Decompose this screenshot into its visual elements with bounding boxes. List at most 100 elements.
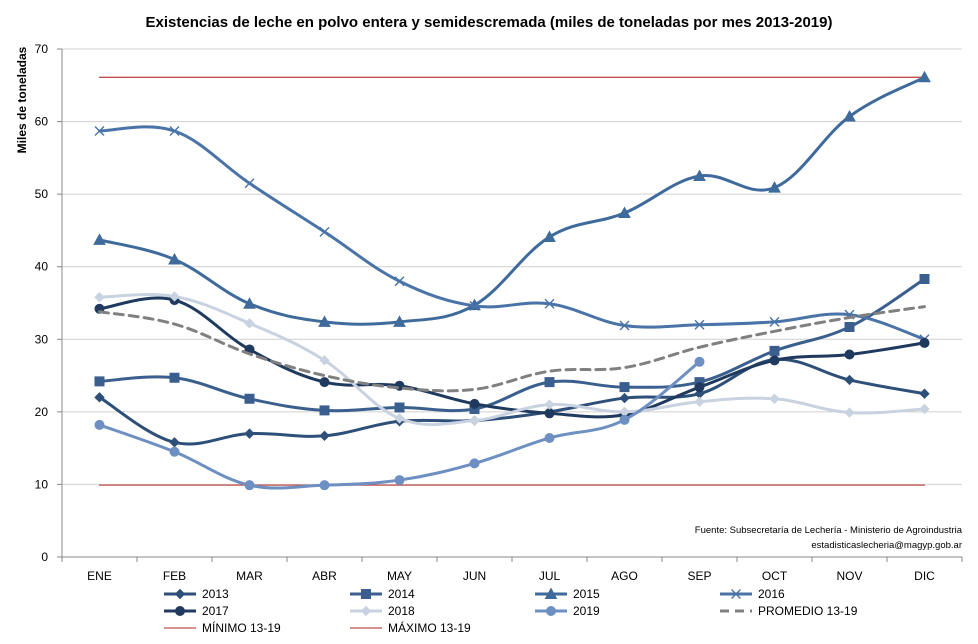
y-tick-label: 70 — [35, 42, 49, 56]
data-point — [619, 382, 630, 393]
data-point — [394, 413, 405, 424]
data-point — [469, 398, 480, 409]
y-tick-label: 50 — [35, 187, 49, 201]
legend-item: 2015 — [535, 587, 600, 601]
legend-label: 2016 — [758, 587, 785, 601]
data-point — [769, 345, 780, 356]
data-point — [544, 377, 555, 388]
legend-label: MÁXIMO 13-19 — [388, 620, 471, 635]
data-point — [319, 226, 330, 237]
chart-title: Existencias de leche en polvo entera y s… — [146, 14, 833, 31]
data-point — [544, 399, 555, 410]
series-line — [98, 296, 926, 419]
data-point — [469, 458, 480, 469]
x-tick-label: NOV — [836, 569, 862, 583]
legend-label: 2017 — [202, 604, 229, 618]
x-tick-label: JUL — [539, 569, 561, 583]
data-point — [693, 169, 706, 181]
y-axis-ticks: 0 10 20 30 40 50 60 70 — [35, 42, 62, 564]
series-2019 — [94, 356, 705, 491]
legend-marker — [361, 589, 371, 599]
legend-item: 2013 — [164, 587, 229, 601]
data-point — [244, 428, 255, 439]
data-point — [619, 414, 630, 425]
x-tick-label: ENE — [87, 569, 112, 583]
legend-label: 2018 — [388, 604, 415, 618]
data-point — [919, 388, 930, 399]
legend-item: MÍNIMO 13-19 — [164, 620, 281, 635]
data-point — [244, 480, 255, 491]
data-point — [169, 126, 180, 137]
data-point — [769, 393, 780, 405]
series-line — [98, 293, 926, 427]
legend-label: MÍNIMO 13-19 — [202, 620, 281, 635]
data-point — [168, 252, 181, 265]
data-point — [94, 376, 105, 387]
data-point — [544, 432, 555, 443]
data-point — [844, 321, 855, 332]
legend-marker — [175, 606, 185, 616]
data-point — [94, 291, 105, 303]
series-2017 — [94, 295, 930, 420]
x-tick-label: FEB — [163, 569, 186, 583]
data-point — [469, 300, 480, 311]
legend-label: 2014 — [388, 587, 415, 601]
data-point — [918, 70, 931, 83]
x-tick-label: DIC — [914, 569, 935, 583]
data-point — [319, 377, 330, 388]
series-promedio-13-19 — [98, 305, 926, 393]
legend-marker — [174, 588, 186, 600]
data-point — [393, 315, 406, 327]
series-2018 — [94, 291, 930, 427]
y-tick-label: 20 — [35, 405, 49, 419]
legend-marker — [546, 606, 556, 616]
legend-marker — [360, 605, 372, 617]
data-point — [694, 356, 705, 367]
data-point — [619, 392, 630, 404]
data-point — [169, 291, 180, 302]
data-point — [244, 178, 255, 189]
y-tick-label: 30 — [35, 332, 49, 346]
legend-label: 2019 — [573, 604, 600, 618]
data-point — [319, 480, 330, 491]
data-point — [394, 276, 405, 287]
source-line-1: Fuente: Subsecretaría de Lechería - Mini… — [695, 525, 963, 536]
data-point — [844, 407, 855, 418]
series-2013 — [94, 354, 930, 448]
data-point — [768, 181, 781, 193]
x-tick-label: JUN — [463, 569, 486, 583]
data-point — [318, 315, 331, 327]
legend-label: 2013 — [202, 587, 229, 601]
y-axis-label: Miles de toneladas — [15, 46, 29, 153]
x-tick-label: MAR — [236, 569, 263, 583]
y-tick-label: 0 — [41, 550, 48, 564]
data-point — [618, 206, 631, 219]
legend-item: PROMEDIO 13-19 — [720, 604, 858, 618]
x-axis-ticks: ENE FEB MAR ABR MAY JUN JUL AGO SEP OCT NOV DIC — [61, 557, 963, 583]
data-point — [919, 337, 930, 348]
data-point — [769, 316, 780, 327]
data-point — [94, 392, 105, 403]
data-point — [394, 402, 405, 413]
legend-item: 2014 — [350, 587, 415, 601]
series-line — [98, 75, 926, 326]
legend-marker — [731, 589, 741, 599]
data-point — [244, 393, 255, 404]
data-point — [469, 415, 480, 426]
data-point — [544, 408, 555, 419]
series-2014 — [94, 274, 930, 416]
x-tick-label: SEP — [687, 569, 711, 583]
series-line — [98, 305, 926, 393]
data-point — [544, 298, 555, 309]
data-point — [919, 403, 930, 415]
y-tick-label: 60 — [35, 115, 49, 129]
data-point — [319, 430, 330, 442]
data-point — [694, 382, 705, 393]
legend-item: 2019 — [535, 604, 600, 618]
data-point — [843, 109, 856, 122]
legend-item: 2018 — [350, 604, 415, 618]
data-point — [243, 297, 256, 309]
legend-item: 2017 — [164, 604, 229, 618]
y-tick-label: 40 — [35, 260, 49, 274]
